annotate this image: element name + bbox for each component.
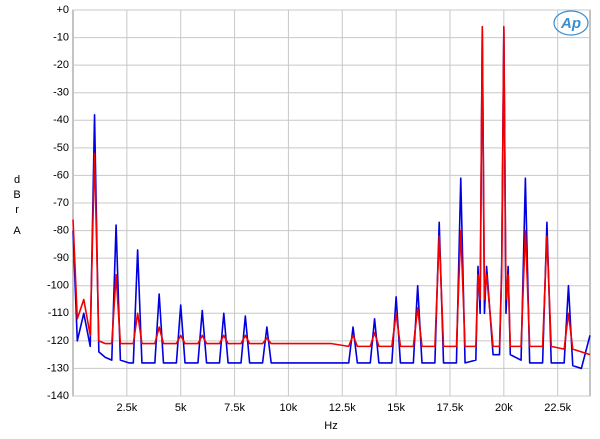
y-tick-label: -60 (53, 169, 69, 181)
logo-ring (553, 10, 589, 36)
y-axis-unit: A (13, 225, 21, 237)
y-tick-label: +0 (56, 4, 69, 16)
series-line (72, 25, 591, 356)
y-tick-label: -120 (47, 335, 69, 347)
logo: Ap (560, 15, 581, 32)
y-tick-label: -70 (53, 197, 69, 209)
y-tick-label: -130 (47, 362, 69, 374)
x-axis-label: Hz (324, 420, 337, 432)
y-tick-label: -140 (47, 390, 69, 402)
y-tick-label: -20 (53, 59, 69, 71)
y-tick-label: -80 (53, 224, 69, 236)
y-tick-label: -40 (53, 114, 69, 126)
x-tick-label: 12.5k (329, 402, 356, 414)
x-tick-label: 22.5k (544, 402, 571, 414)
x-tick-label: 15k (387, 402, 405, 414)
x-tick-label: 7.5k (224, 402, 245, 414)
y-tick-label: -90 (53, 252, 69, 264)
series-line (72, 28, 591, 370)
x-tick-label: 17.5k (437, 402, 464, 414)
x-tick-label: 20k (495, 402, 513, 414)
y-tick-label: -30 (53, 87, 69, 99)
y-tick-label: -100 (47, 280, 69, 292)
y-tick-label: -50 (53, 142, 69, 154)
x-tick-label: 5k (175, 402, 187, 414)
y-tick-label: -10 (53, 31, 69, 43)
x-tick-label: 10k (280, 402, 298, 414)
y-axis-label: dBr (11, 174, 23, 219)
x-tick-label: 2.5k (116, 402, 137, 414)
y-tick-label: -110 (48, 307, 69, 319)
